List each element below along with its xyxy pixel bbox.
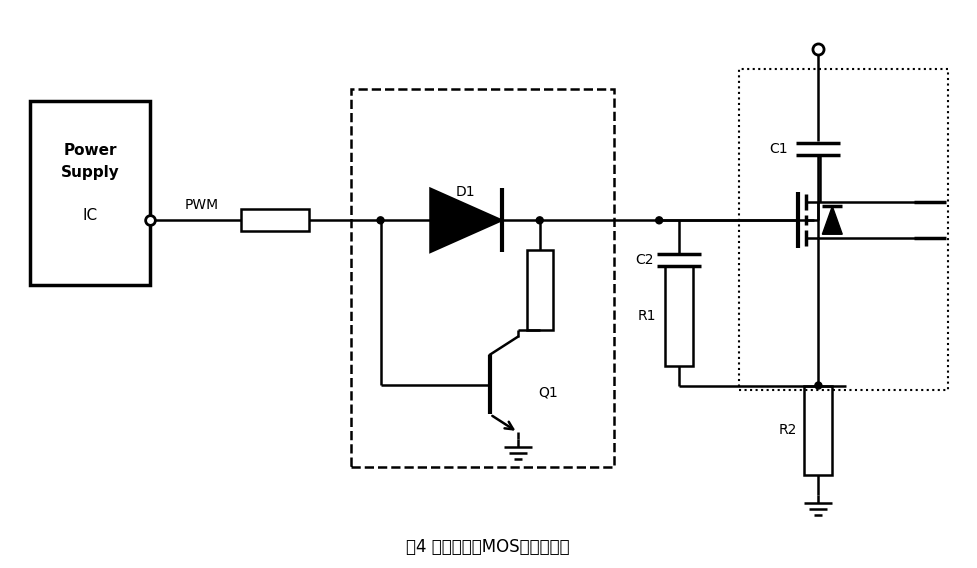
Text: C2: C2 — [635, 253, 654, 267]
Text: Power: Power — [64, 143, 116, 158]
Bar — [351, 89, 615, 467]
Bar — [804, 386, 832, 475]
Circle shape — [656, 217, 662, 224]
Bar — [30, 101, 149, 285]
Text: D1: D1 — [455, 185, 475, 199]
Text: IC: IC — [82, 208, 98, 223]
Bar — [527, 250, 553, 330]
Polygon shape — [823, 206, 842, 234]
Circle shape — [377, 217, 384, 224]
Circle shape — [815, 382, 822, 389]
Circle shape — [536, 217, 543, 224]
Text: Q1: Q1 — [537, 386, 558, 399]
Text: C1: C1 — [769, 141, 787, 156]
Text: R1: R1 — [637, 309, 656, 323]
Bar — [241, 210, 309, 231]
Text: R2: R2 — [779, 423, 797, 437]
Polygon shape — [430, 189, 502, 252]
Text: Supply: Supply — [61, 165, 119, 180]
Bar — [665, 266, 693, 366]
Bar — [739, 69, 948, 390]
Text: PWM: PWM — [185, 198, 219, 212]
Text: 图4 改善型加速MOS管关断电路: 图4 改善型加速MOS管关断电路 — [406, 538, 570, 556]
